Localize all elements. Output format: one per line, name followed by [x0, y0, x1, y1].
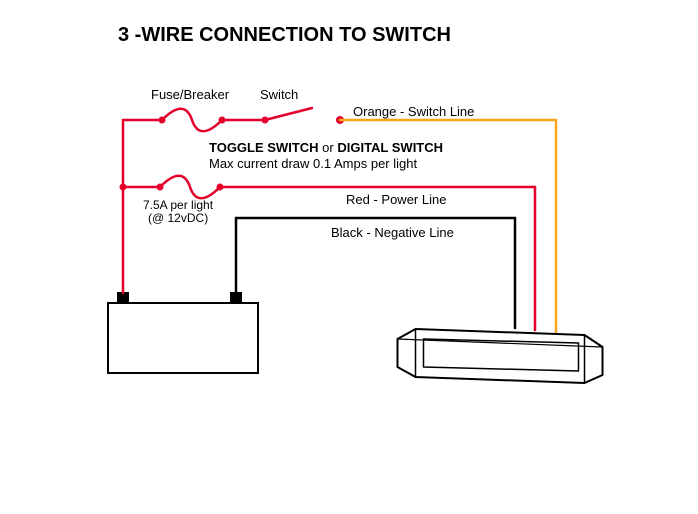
diagram-canvas: 3 -WIRE CONNECTION TO SWITCH Fuse/Breake… [0, 0, 698, 514]
diagram-svg [0, 0, 698, 514]
